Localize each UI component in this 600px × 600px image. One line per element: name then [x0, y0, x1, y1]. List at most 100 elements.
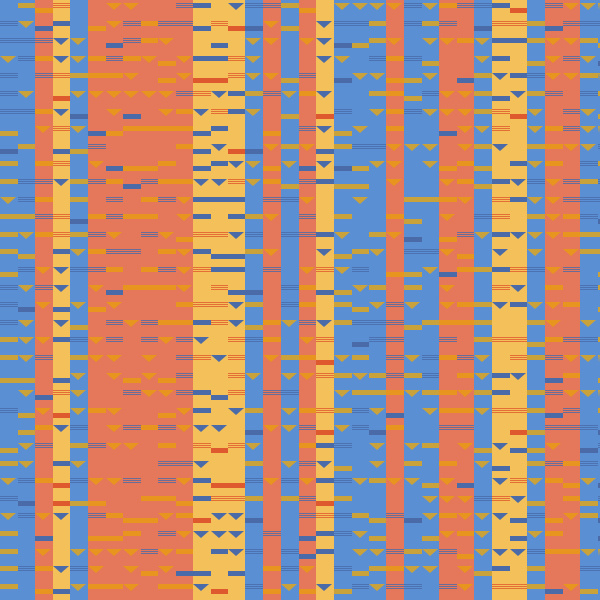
thin-line-mark — [123, 42, 141, 43]
bar-mark — [474, 337, 492, 342]
triangle-mark — [386, 3, 402, 10]
thin-line-mark — [280, 93, 281, 94]
bar-mark — [404, 461, 422, 466]
thin-line-mark — [158, 465, 176, 466]
triangle-mark — [527, 161, 543, 168]
thin-line-mark — [262, 535, 263, 536]
thin-line-mark — [509, 271, 527, 272]
bar-mark — [158, 320, 176, 325]
bar-mark — [105, 584, 123, 589]
triangle-mark — [123, 320, 139, 327]
thin-line-mark — [580, 465, 598, 466]
thin-line-mark — [0, 410, 18, 411]
bar-mark — [351, 43, 369, 48]
thin-line-mark — [262, 551, 263, 552]
thin-line-mark — [280, 5, 281, 6]
thin-line-mark — [562, 181, 580, 182]
thin-line-mark — [281, 482, 299, 483]
triangle-mark — [140, 91, 157, 98]
thin-line-mark — [210, 496, 228, 497]
bar-mark — [597, 430, 600, 435]
bar-mark — [491, 73, 492, 78]
thin-line-mark — [88, 236, 106, 237]
thin-line-mark — [597, 566, 600, 567]
thin-line-mark — [175, 375, 193, 376]
bar-mark — [386, 214, 404, 219]
thin-line-mark — [228, 359, 245, 360]
triangle-mark — [105, 549, 122, 556]
thin-line-mark — [403, 357, 404, 358]
thin-line-mark — [403, 359, 404, 360]
thin-line-mark — [280, 251, 281, 252]
thin-line-mark — [175, 355, 193, 356]
thin-line-mark — [245, 7, 263, 8]
triangle-mark — [509, 179, 526, 186]
triangle-mark — [316, 461, 332, 468]
triangle-mark — [158, 91, 174, 98]
thin-line-mark — [491, 461, 492, 462]
bar-mark — [404, 78, 422, 83]
triangle-mark — [70, 249, 86, 256]
thin-line-mark — [527, 267, 545, 268]
triangle-mark — [210, 179, 227, 186]
thin-line-mark — [228, 394, 245, 395]
thin-line-mark — [210, 304, 228, 305]
thin-line-mark — [562, 60, 580, 61]
thin-line-mark — [386, 586, 404, 587]
thin-line-mark — [492, 498, 510, 499]
thin-line-mark — [474, 216, 492, 217]
triangle-mark — [88, 161, 104, 168]
thin-line-mark — [35, 179, 53, 180]
bar-mark — [0, 337, 18, 342]
triangle-mark — [0, 513, 16, 520]
thin-line-mark — [87, 517, 88, 518]
thin-line-mark — [404, 3, 422, 4]
triangle-mark — [70, 549, 86, 556]
thin-line-mark — [281, 394, 299, 395]
triangle-mark — [35, 513, 51, 520]
triangle-mark — [53, 109, 69, 116]
triangle-mark — [580, 390, 596, 397]
bar-mark — [262, 501, 263, 506]
bar-mark — [175, 571, 193, 576]
bar-mark — [299, 166, 316, 171]
thin-line-mark — [351, 410, 369, 411]
bar-mark — [262, 232, 263, 237]
triangle-mark — [245, 56, 261, 63]
thin-line-mark — [386, 373, 404, 374]
bar-mark — [35, 26, 53, 31]
bar-mark — [193, 496, 211, 501]
triangle-mark — [17, 320, 34, 327]
triangle-mark — [456, 390, 473, 397]
bar-mark — [386, 91, 404, 96]
thin-line-mark — [87, 553, 88, 554]
triangle-mark — [140, 373, 157, 380]
bar-mark — [281, 114, 299, 119]
thin-line-mark — [580, 93, 598, 94]
thin-line-mark — [597, 179, 600, 180]
thin-line-mark — [545, 429, 563, 430]
thin-line-mark — [298, 23, 299, 24]
bar-mark — [228, 214, 245, 219]
thin-line-mark — [333, 93, 334, 94]
bar-mark — [509, 430, 527, 435]
bar-mark — [580, 232, 598, 237]
thin-line-mark — [193, 269, 211, 270]
bar-mark — [281, 26, 299, 31]
thin-line-mark — [403, 7, 404, 8]
bar-mark — [334, 466, 352, 471]
triangle-mark — [105, 478, 122, 485]
triangle-mark — [509, 91, 526, 98]
bar-mark — [263, 179, 281, 184]
triangle-mark — [281, 373, 297, 380]
triangle-mark — [562, 73, 579, 80]
thin-line-mark — [210, 23, 228, 24]
bar-mark — [562, 214, 580, 219]
bar-mark — [333, 161, 334, 166]
bar-mark — [228, 571, 245, 576]
triangle-mark — [421, 38, 438, 45]
thin-line-mark — [193, 445, 211, 446]
triangle-mark — [527, 197, 543, 204]
bar-mark — [316, 149, 334, 154]
thin-line-mark — [53, 234, 70, 235]
